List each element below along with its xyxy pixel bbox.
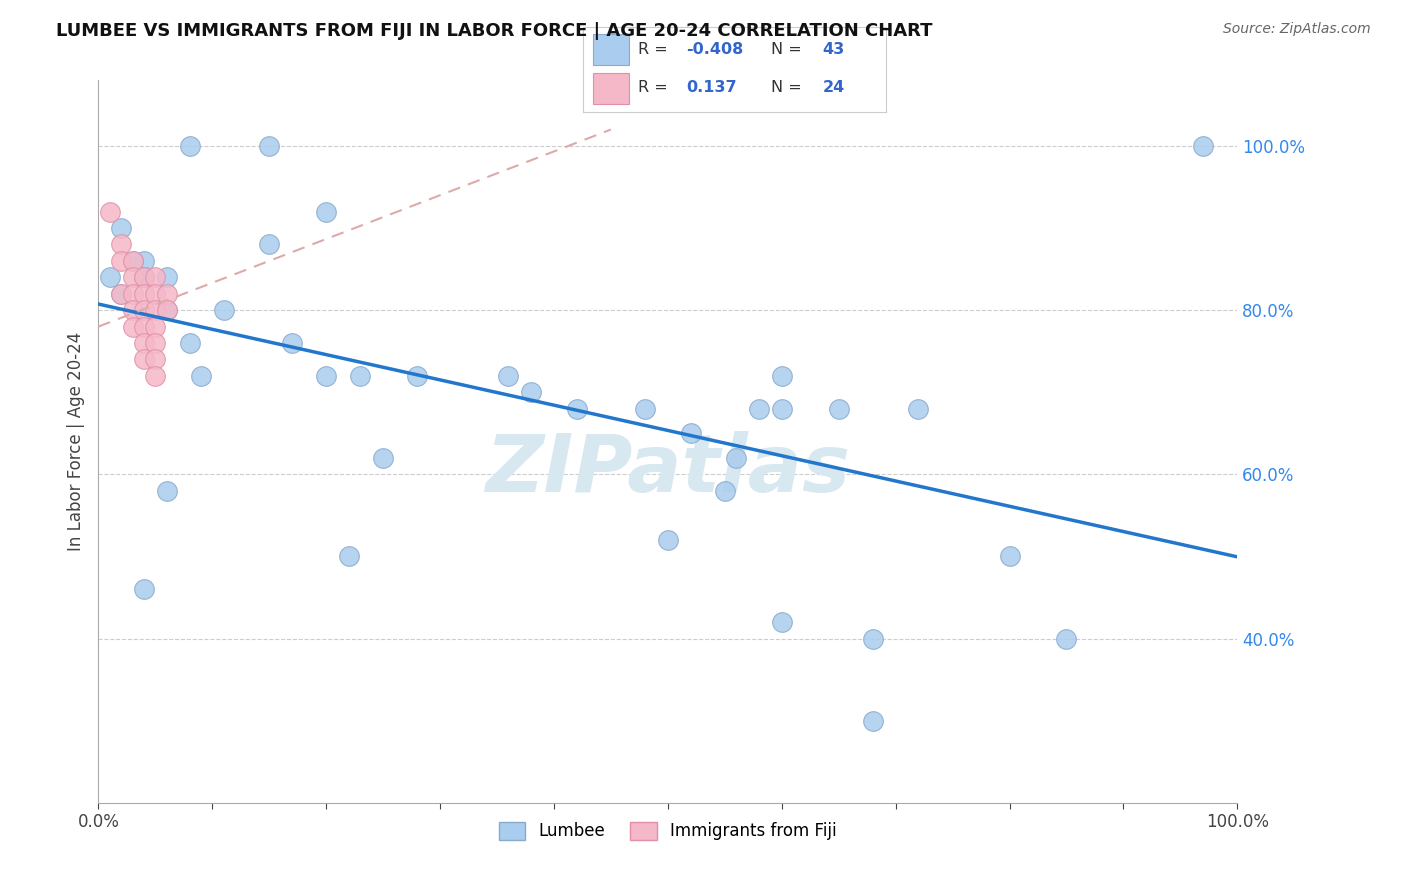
- Point: [156, 270, 179, 285]
- Point: [349, 368, 371, 383]
- Text: 24: 24: [823, 80, 845, 95]
- Y-axis label: In Labor Force | Age 20-24: In Labor Force | Age 20-24: [66, 332, 84, 551]
- Point: [520, 385, 543, 400]
- Point: [98, 204, 121, 219]
- Point: [121, 253, 143, 268]
- Point: [1054, 632, 1078, 646]
- Legend: Lumbee, Immigrants from Fiji: Lumbee, Immigrants from Fiji: [491, 814, 845, 848]
- Point: [406, 368, 429, 383]
- Point: [121, 319, 143, 334]
- Point: [190, 368, 212, 383]
- Point: [110, 286, 132, 301]
- Point: [110, 286, 132, 301]
- Point: [132, 270, 155, 285]
- Point: [132, 336, 155, 351]
- Point: [132, 253, 155, 268]
- Text: 0.137: 0.137: [686, 80, 737, 95]
- Point: [179, 336, 201, 351]
- Point: [145, 336, 167, 351]
- Point: [371, 450, 394, 465]
- Text: R =: R =: [638, 42, 673, 57]
- Point: [259, 237, 281, 252]
- Point: [145, 368, 167, 383]
- Text: LUMBEE VS IMMIGRANTS FROM FIJI IN LABOR FORCE | AGE 20-24 CORRELATION CHART: LUMBEE VS IMMIGRANTS FROM FIJI IN LABOR …: [56, 22, 932, 40]
- Point: [770, 615, 793, 630]
- Point: [145, 352, 167, 367]
- Text: N =: N =: [770, 42, 807, 57]
- Point: [315, 368, 337, 383]
- Point: [770, 368, 793, 383]
- Point: [907, 401, 929, 416]
- Text: 43: 43: [823, 42, 845, 57]
- Point: [1192, 139, 1215, 153]
- Point: [132, 352, 155, 367]
- Point: [110, 253, 132, 268]
- Point: [156, 303, 179, 318]
- Point: [862, 632, 884, 646]
- Point: [121, 286, 143, 301]
- Point: [145, 303, 167, 318]
- Text: R =: R =: [638, 80, 673, 95]
- Point: [156, 286, 179, 301]
- Point: [132, 286, 155, 301]
- Text: N =: N =: [770, 80, 807, 95]
- FancyBboxPatch shape: [592, 35, 628, 65]
- Point: [110, 237, 132, 252]
- Point: [121, 253, 143, 268]
- Point: [156, 483, 179, 498]
- Point: [862, 714, 884, 728]
- Point: [679, 426, 702, 441]
- Point: [132, 303, 155, 318]
- Point: [498, 368, 520, 383]
- Point: [212, 303, 235, 318]
- Point: [770, 401, 793, 416]
- Point: [132, 270, 155, 285]
- Point: [657, 533, 679, 547]
- Point: [259, 139, 281, 153]
- Point: [179, 139, 201, 153]
- Text: -0.408: -0.408: [686, 42, 744, 57]
- Point: [145, 319, 167, 334]
- Text: Source: ZipAtlas.com: Source: ZipAtlas.com: [1223, 22, 1371, 37]
- Point: [998, 549, 1021, 564]
- Point: [156, 303, 179, 318]
- Point: [132, 319, 155, 334]
- Point: [315, 204, 337, 219]
- Point: [281, 336, 304, 351]
- FancyBboxPatch shape: [592, 73, 628, 103]
- Point: [828, 401, 851, 416]
- Point: [145, 270, 167, 285]
- Point: [565, 401, 588, 416]
- Point: [634, 401, 657, 416]
- Point: [145, 286, 167, 301]
- Point: [714, 483, 737, 498]
- Point: [98, 270, 121, 285]
- Point: [121, 303, 143, 318]
- Point: [132, 582, 155, 597]
- Point: [748, 401, 770, 416]
- Text: ZIPatlas: ZIPatlas: [485, 432, 851, 509]
- Point: [725, 450, 748, 465]
- Point: [110, 221, 132, 235]
- Point: [337, 549, 360, 564]
- Point: [132, 270, 155, 285]
- Point: [121, 270, 143, 285]
